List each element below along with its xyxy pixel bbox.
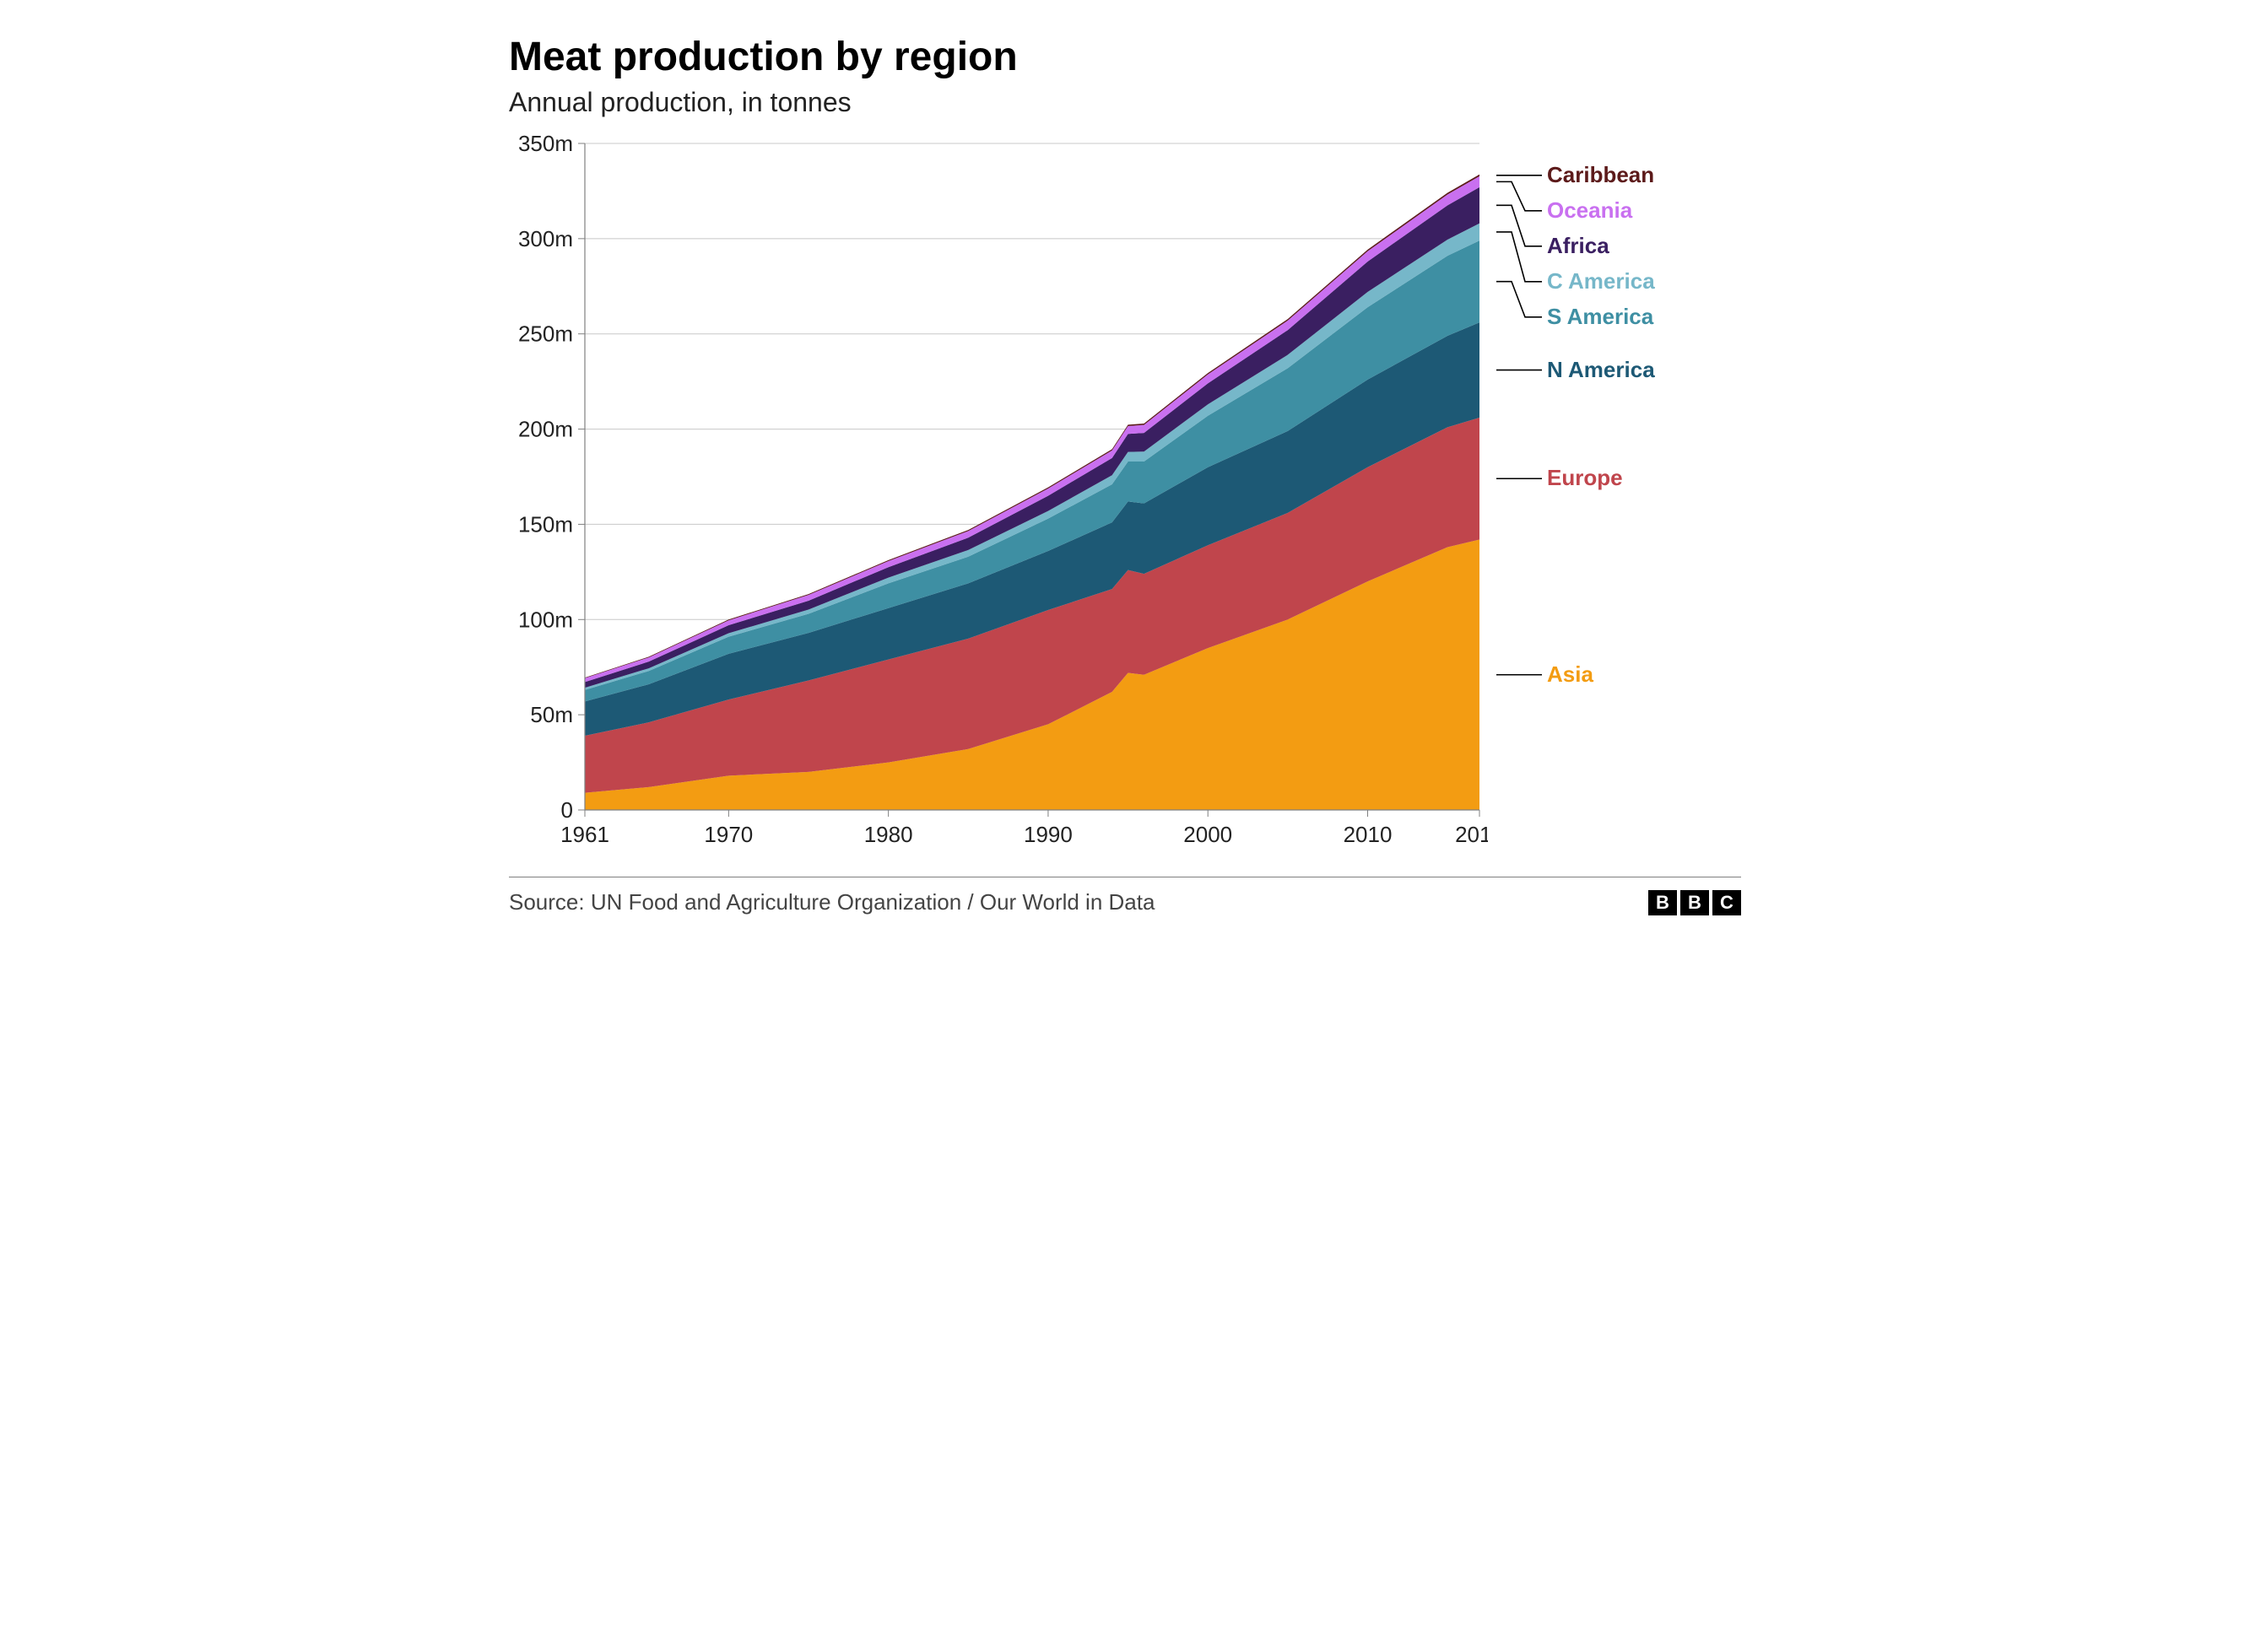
svg-text:50m: 50m: [530, 702, 573, 727]
svg-text:150m: 150m: [518, 511, 573, 537]
svg-text:0: 0: [561, 797, 573, 823]
svg-text:100m: 100m: [518, 607, 573, 632]
bbc-letter: B: [1680, 890, 1709, 915]
legend-label: S America: [1547, 304, 1653, 330]
legend-item-c-america: C America: [1547, 268, 1655, 294]
bbc-letter: C: [1712, 890, 1741, 915]
legend-label: Africa: [1547, 233, 1609, 259]
legend-label: C America: [1547, 268, 1655, 294]
chart-container: Meat production by region Annual product…: [509, 34, 1741, 915]
plot-area: 0 50m 100m 150m 200m 250m 300m 350m 1961 1970 1980…: [509, 135, 1488, 856]
legend: Caribbean Oceania Africa C America S America…: [1496, 135, 1716, 852]
legend-item-africa: Africa: [1547, 233, 1609, 259]
legend-item-oceania: Oceania: [1547, 197, 1632, 224]
legend-item-caribbean: Caribbean: [1547, 162, 1654, 188]
legend-item-s-america: S America: [1547, 304, 1653, 330]
legend-label: Caribbean: [1547, 162, 1654, 188]
svg-text:2017: 2017: [1455, 822, 1488, 847]
legend-label: Asia: [1547, 661, 1593, 688]
area-chart-svg: 0 50m 100m 150m 200m 250m 300m 350m 1961 1970 1980…: [509, 135, 1488, 852]
legend-label: N America: [1547, 357, 1655, 383]
svg-text:1961: 1961: [560, 822, 609, 847]
legend-item-europe: Europe: [1547, 465, 1623, 491]
legend-label: Oceania: [1547, 197, 1632, 224]
source-text: Source: UN Food and Agriculture Organiza…: [509, 889, 1155, 915]
svg-text:350m: 350m: [518, 135, 573, 156]
plot-wrapper: 0 50m 100m 150m 200m 250m 300m 350m 1961 1970 1980…: [509, 135, 1741, 856]
svg-text:1990: 1990: [1024, 822, 1073, 847]
svg-text:2010: 2010: [1344, 822, 1393, 847]
legend-label: Europe: [1547, 465, 1623, 491]
legend-item-asia: Asia: [1547, 661, 1593, 688]
chart-title: Meat production by region: [509, 34, 1741, 80]
svg-text:1980: 1980: [864, 822, 913, 847]
legend-connectors: [1496, 135, 1547, 852]
legend-item-n-america: N America: [1547, 357, 1655, 383]
svg-text:200m: 200m: [518, 417, 573, 442]
svg-text:1970: 1970: [704, 822, 753, 847]
bbc-logo: BBC: [1648, 890, 1741, 915]
svg-text:300m: 300m: [518, 226, 573, 251]
bbc-letter: B: [1648, 890, 1677, 915]
svg-text:250m: 250m: [518, 321, 573, 347]
chart-subtitle: Annual production, in tonnes: [509, 87, 1741, 118]
chart-footer: Source: UN Food and Agriculture Organiza…: [509, 877, 1741, 915]
svg-text:2000: 2000: [1183, 822, 1232, 847]
